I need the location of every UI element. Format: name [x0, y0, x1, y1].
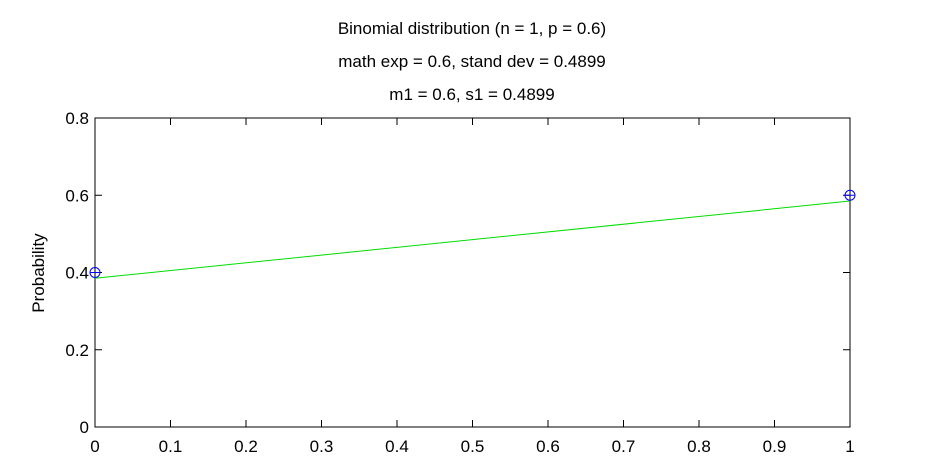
x-tick-label: 0.4	[385, 437, 409, 456]
x-tick-label: 0.8	[687, 437, 711, 456]
x-tick-label: 0.7	[612, 437, 636, 456]
plot-area-frame	[94, 117, 851, 428]
x-axis-tick-labels: 0 0.1 0.2 0.3 0.4 0.5 0.6 0.7 0.8 0.9 1	[90, 437, 854, 456]
chart-title-line-3: m1 = 0.6, s1 = 0.4899	[389, 85, 554, 104]
chart-title-line-1: Binomial distribution (n = 1, p = 0.6)	[338, 19, 606, 38]
x-tick-label: 0.6	[536, 437, 560, 456]
x-tick-label: 0.1	[159, 437, 183, 456]
y-tick-label: 0	[80, 418, 89, 437]
y-tick-label: 0.6	[65, 186, 89, 205]
x-tick-label: 0.9	[763, 437, 787, 456]
x-tick-label: 0.2	[234, 437, 258, 456]
y-tick-label: 0.8	[65, 109, 89, 128]
series-layer	[89, 189, 856, 279]
data-point-marker	[844, 189, 856, 201]
y-tick-label: 0.4	[65, 264, 89, 283]
y-axis-tick-labels: 0 0.2 0.4 0.6 0.8	[65, 109, 89, 437]
y-tick-label: 0.2	[65, 341, 89, 360]
chart-title-line-2: math exp = 0.6, stand dev = 0.4899	[338, 52, 605, 71]
x-tick-label: 0	[90, 437, 99, 456]
x-tick-label: 1	[845, 437, 854, 456]
y-axis-label: Probability	[29, 233, 48, 313]
y-axis-ticks	[95, 117, 850, 428]
data-point-marker	[89, 267, 101, 278]
series-line	[94, 200, 851, 279]
x-tick-label: 0.3	[310, 437, 334, 456]
x-axis-ticks	[94, 118, 851, 427]
x-tick-label: 0.5	[461, 437, 485, 456]
